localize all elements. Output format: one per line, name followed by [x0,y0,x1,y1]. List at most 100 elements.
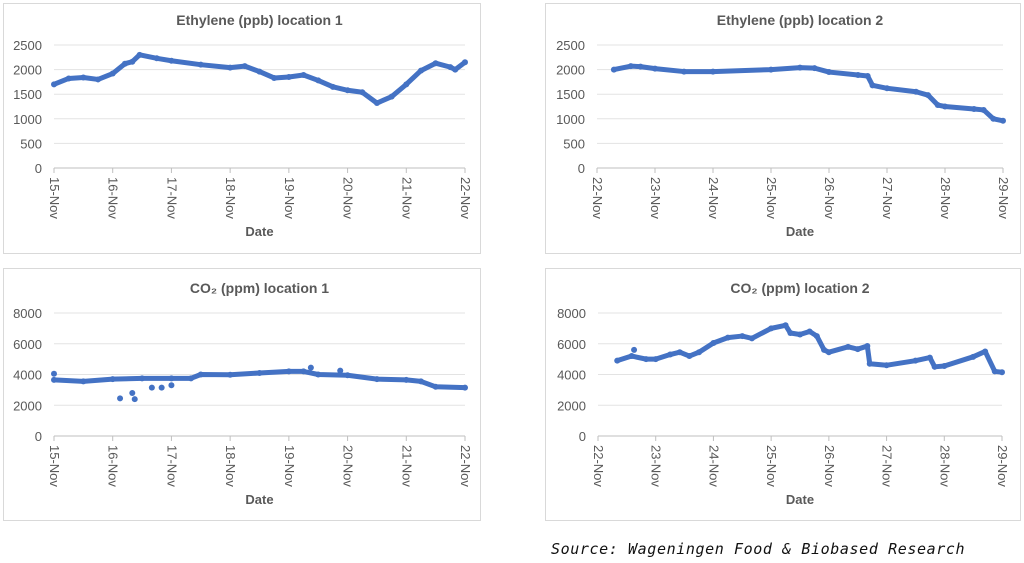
y-tick-label: 2000 [13,398,42,413]
x-tick-label: 29-Nov [996,177,1011,219]
data-point [65,75,72,82]
data-point [462,59,468,66]
data-point [168,375,175,382]
data-point [627,63,634,70]
data-point [845,343,852,350]
y-tick-label: 0 [579,429,586,444]
x-tick-label: 22-Nov [458,445,473,487]
data-point [80,74,87,81]
x-axis-label: Date [245,492,273,507]
y-tick-label: 1500 [13,87,42,102]
x-tick-label: 21-Nov [399,445,414,487]
x-tick-label: 19-Nov [282,445,297,487]
source-caption: Source: Wageningen Food & Biobased Resea… [551,540,966,558]
x-tick-label: 22-Nov [458,177,473,219]
x-tick-label: 20-Nov [341,445,356,487]
y-tick-label: 1000 [556,112,585,127]
data-point [926,354,933,361]
data-point [109,70,116,77]
data-point [925,92,932,99]
x-tick-label: 26-Nov [822,445,837,487]
y-tick-label: 2500 [13,38,42,53]
data-point [652,356,659,363]
data-point [813,333,820,340]
outlier-point [117,395,124,402]
data-point [854,346,861,353]
data-point [417,67,424,74]
y-tick-label: 500 [20,136,42,151]
data-point [1000,117,1006,124]
y-tick-label: 2000 [557,398,586,413]
x-axis-label: Date [786,492,814,507]
x-tick-label: 15-Nov [47,445,62,487]
x-tick-label: 20-Nov [341,177,356,219]
data-point [227,371,234,378]
data-point [403,81,410,88]
y-tick-label: 2000 [13,63,42,78]
x-tick-label: 19-Nov [282,177,297,219]
x-tick-label: 26-Nov [822,177,837,219]
chart-frame [545,268,1021,521]
data-point [241,63,248,70]
data-point [227,64,234,71]
data-point [447,64,454,71]
chart-title: Ethylene (ppb) location 1 [176,12,343,28]
data-point [826,69,832,76]
data-point [869,82,876,89]
chart-title: Ethylene (ppb) location 2 [717,12,884,28]
y-tick-label: 0 [35,161,42,176]
x-tick-label: 18-Nov [223,177,238,219]
data-point [864,343,871,350]
data-point [373,376,380,383]
x-axis-label: Date [786,224,814,239]
x-tick-label: 23-Nov [648,177,663,219]
data-point [710,68,716,75]
data-point [109,376,116,383]
y-tick-label: 8000 [557,306,586,321]
chart-4: CO₂ (ppm) location 2 0 2000 4000 6000 8000 22-… [545,268,1021,521]
data-point [610,66,617,73]
x-tick-label: 17-Nov [164,177,179,219]
data-point [768,325,775,332]
chart-1: Ethylene (ppb) location 1 0 500 1000 1500 200… [3,3,481,254]
data-point [643,356,650,363]
outlier-point [158,384,165,391]
data-point [256,369,263,376]
data-point [329,83,336,90]
data-point [982,348,989,355]
outlier-point [148,384,155,391]
data-point [403,376,410,383]
data-point [991,368,998,375]
data-point [941,363,948,370]
data-point [797,64,803,71]
data-point [980,106,987,113]
data-point [652,65,658,72]
data-point [417,378,424,385]
data-point [970,353,977,360]
data-point [864,72,871,79]
data-point [999,369,1005,376]
data-point [153,55,160,62]
data-point [768,66,774,73]
x-tick-label: 25-Nov [764,445,779,487]
y-tick-label: 2500 [556,38,585,53]
chart-2: Ethylene (ppb) location 2 0 500 1000 1500 200… [545,3,1021,254]
data-point [787,329,794,336]
data-point [188,375,194,382]
data-point [676,349,683,356]
data-point [373,100,380,107]
data-point [681,68,687,75]
data-point [883,362,890,369]
x-tick-label: 29-Nov [995,445,1010,487]
data-point [811,65,818,72]
y-tick-label: 0 [35,429,42,444]
data-point [667,351,674,358]
y-tick-label: 4000 [13,368,42,383]
x-tick-label: 22-Nov [591,445,606,487]
outlier-point [51,370,57,377]
data-point [197,61,204,68]
data-point [432,60,439,67]
y-tick-label: 0 [578,161,585,176]
x-axis-label: Date [245,224,273,239]
data-point [806,328,813,335]
